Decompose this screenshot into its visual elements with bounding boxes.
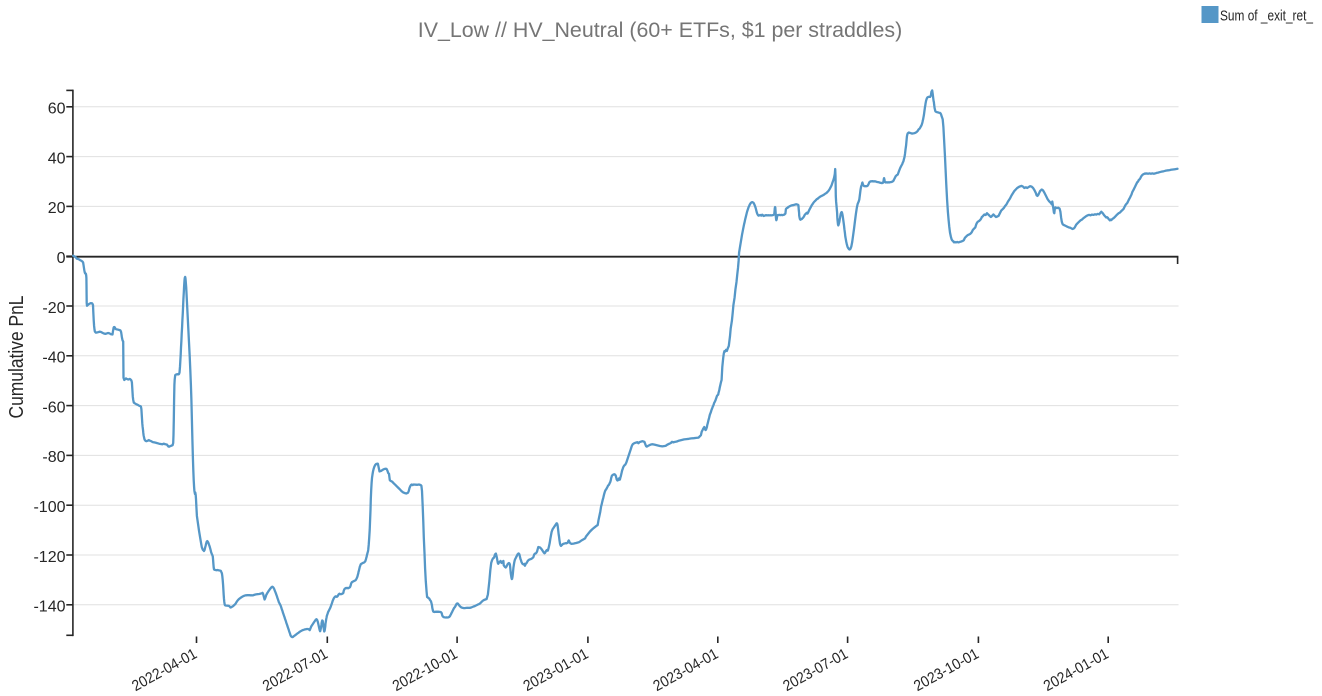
svg-text:40: 40 [48,150,66,167]
svg-text:Cumulative PnL: Cumulative PnL [5,296,28,419]
svg-text:-120: -120 [33,549,65,566]
svg-text:-100: -100 [33,499,65,516]
svg-text:20: 20 [48,200,66,217]
svg-text:-40: -40 [42,350,65,367]
svg-text:-20: -20 [42,300,65,317]
svg-text:-140: -140 [33,599,65,616]
svg-text:Sum of _exit_ret_: Sum of _exit_ret_ [1220,8,1314,24]
svg-text:-60: -60 [42,399,65,416]
svg-text:60: 60 [48,101,66,118]
svg-text:IV_Low // HV_Neutral (60+ ETFs: IV_Low // HV_Neutral (60+ ETFs, $1 per s… [418,18,902,42]
svg-text:-80: -80 [42,449,65,466]
svg-text:0: 0 [57,250,66,267]
